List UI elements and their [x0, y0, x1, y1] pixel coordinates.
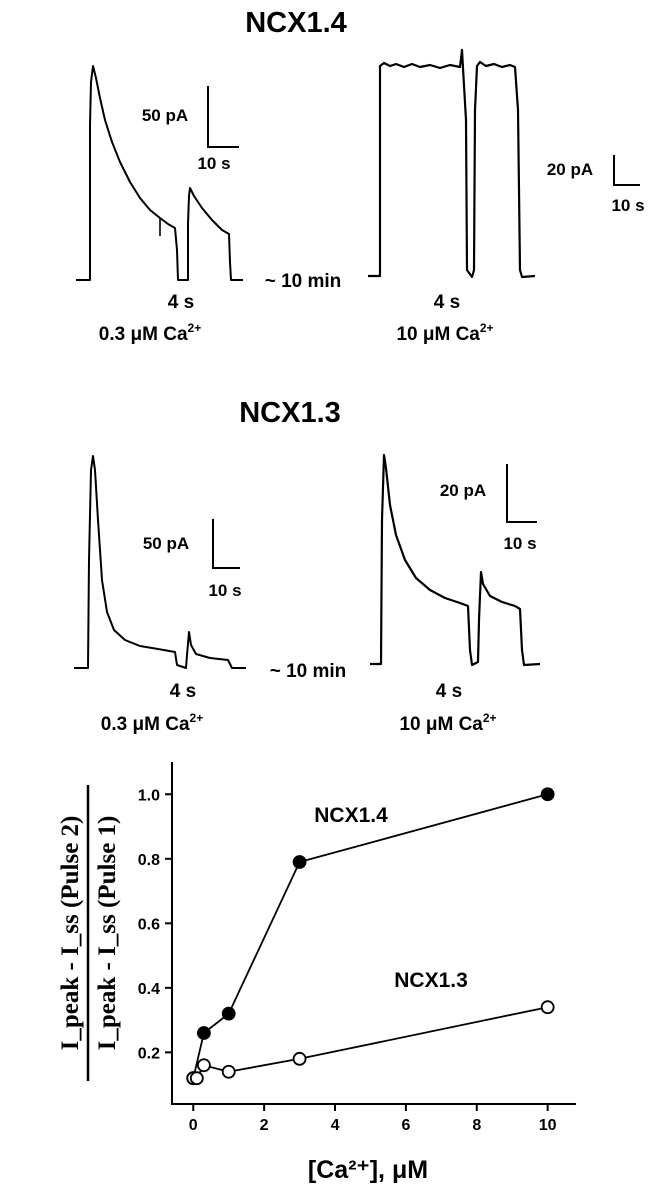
data-point-open [221, 1064, 236, 1079]
ncx13-left-scale-time: 10 s [208, 581, 241, 600]
series-line-1 [193, 1006, 548, 1080]
data-point-filled [540, 787, 555, 802]
ncx13-right-pulse: 4 s [436, 681, 462, 702]
ncx14-left-scale-bar [207, 86, 239, 148]
ncx14-gap: ~ 10 min [265, 271, 342, 292]
ncx13-left-trace [74, 455, 246, 669]
ncx13-right-trace [370, 453, 541, 667]
y-axis-title-numerator: I_peak - I_ss (Pulse 2) [57, 816, 84, 1051]
data-point-open [189, 1071, 204, 1086]
x-tick-label: 10 [539, 1117, 557, 1134]
ncx14-right-scale-bar [613, 155, 640, 186]
ncx14-title: NCX1.4 [245, 7, 347, 39]
ncx14-left-pulse: 4 s [168, 292, 194, 313]
y-tick-label: 0.8 [138, 852, 160, 869]
ncx13-left-pulse: 4 s [170, 681, 196, 702]
ncx14-right-pulse: 4 s [434, 292, 460, 313]
x-tick-label: 0 [189, 1117, 198, 1134]
dose-response-chart: 0.2 0.4 0.6 0.8 1.0 0 2 4 6 8 10 NCX1.4 NCX1.3 [C… [57, 762, 576, 1184]
y-axis-title: I_peak - I_ss (Pulse 2) I_peak - I_ss (P… [57, 785, 121, 1081]
ncx14-right-condition: 10 μM Ca2+ [396, 321, 493, 345]
x-tick-label: 6 [401, 1117, 410, 1134]
series-points [186, 787, 555, 1086]
x-tick-label: 4 [331, 1117, 340, 1134]
x-tick-label: 2 [260, 1117, 269, 1134]
series-label-ncx13: NCX1.3 [394, 969, 468, 992]
data-point-filled [292, 855, 307, 869]
y-axis-title-denominator: I_peak - I_ss (Pulse 1) [94, 816, 121, 1051]
ncx14-right-scale-time: 10 s [611, 196, 644, 215]
ncx14-left-scale-current: 50 pA [142, 106, 188, 125]
y-tick-label: 1.0 [138, 787, 160, 804]
y-tick-label: 0.4 [138, 981, 160, 998]
x-axis-title: [Ca²⁺], μM [308, 1156, 428, 1184]
ncx13-right-scale-bar [506, 464, 537, 523]
x-tick-label: 8 [472, 1117, 481, 1134]
ncx14-right-scale-current: 20 pA [547, 160, 593, 179]
ncx14-left-condition: 0.3 μM Ca2+ [99, 321, 201, 345]
ncx14-right-trace [368, 48, 536, 279]
series-line-0 [192, 793, 548, 1079]
series-label-ncx14: NCX1.4 [314, 804, 388, 827]
ncx13-right-scale-time: 10 s [503, 534, 536, 553]
series-lines [192, 793, 548, 1080]
ncx13-right-condition: 10 μM Ca2+ [399, 711, 496, 735]
ncx13-left-condition: 0.3 μM Ca2+ [101, 711, 203, 735]
ncx14-left-trace [76, 65, 243, 281]
chart-axes [171, 762, 576, 1105]
ncx13-left-scale-bar [212, 519, 240, 569]
ncx13-title: NCX1.3 [239, 397, 341, 429]
x-axis-ticks: 0 2 4 6 8 10 [189, 1104, 557, 1134]
y-axis-ticks: 0.2 0.4 0.6 0.8 1.0 [138, 787, 172, 1062]
ncx13-left-scale-current: 50 pA [143, 534, 189, 553]
data-point-filled [221, 1006, 236, 1021]
ncx13-gap: ~ 10 min [270, 661, 347, 682]
ncx14-left-scale-time: 10 s [197, 154, 230, 173]
data-point-open [540, 1000, 555, 1015]
ncx13-right-scale-current: 20 pA [440, 481, 486, 500]
y-tick-label: 0.6 [138, 916, 160, 933]
data-point-open [292, 1051, 307, 1066]
y-tick-label: 0.2 [138, 1045, 160, 1062]
data-point-filled [196, 1026, 211, 1040]
data-point-open [196, 1058, 211, 1073]
